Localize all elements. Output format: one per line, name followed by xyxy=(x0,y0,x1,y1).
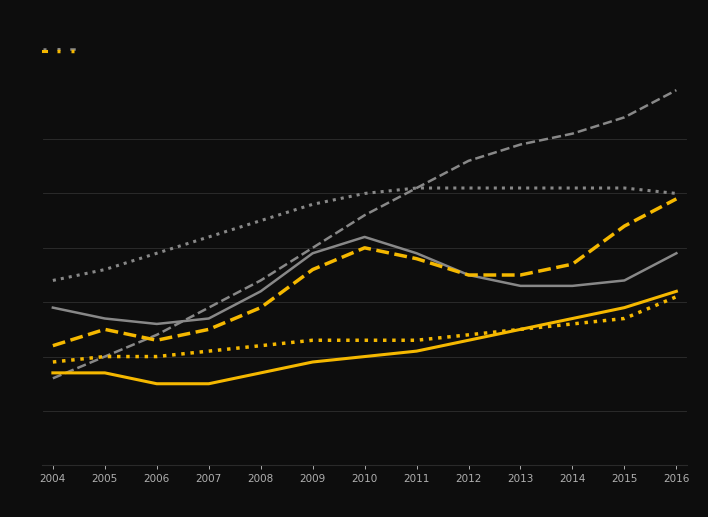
Legend: , , , , , : , , , , , xyxy=(43,49,74,52)
